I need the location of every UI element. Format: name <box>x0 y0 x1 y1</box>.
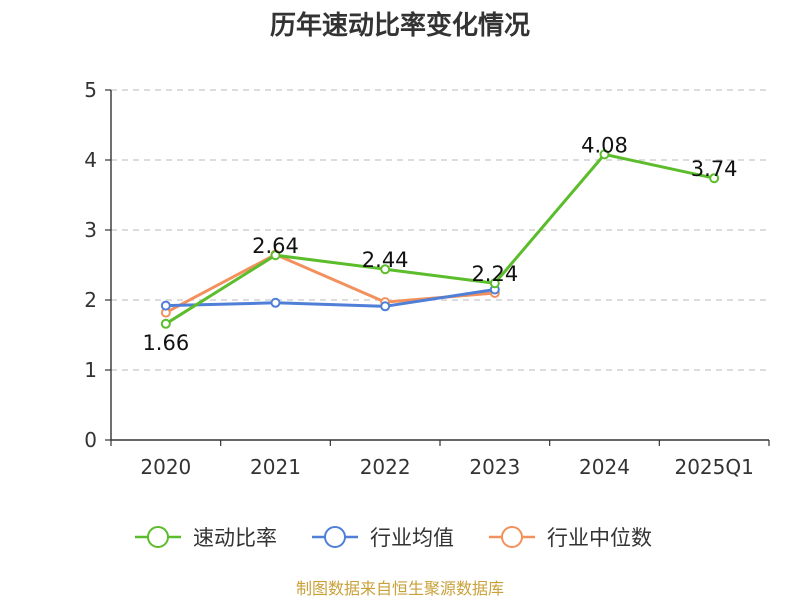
y-tick-label: 3 <box>84 218 97 242</box>
x-tick-label: 2025Q1 <box>674 455 753 479</box>
data-label: 2.44 <box>362 248 409 272</box>
data-point <box>160 318 171 329</box>
y-tick-label: 5 <box>84 78 97 102</box>
legend-swatch-marker <box>147 526 169 548</box>
y-tick-label: 1 <box>84 358 97 382</box>
data-point <box>270 250 281 261</box>
data-point <box>709 173 720 184</box>
series-line-1 <box>165 288 496 308</box>
x-tick-label: 2024 <box>579 455 630 479</box>
series-layer <box>160 149 720 329</box>
legend-swatch-marker <box>324 526 346 548</box>
legend-label: 行业均值 <box>370 526 454 550</box>
legend-swatch-marker <box>501 526 523 548</box>
x-tick-label: 2023 <box>469 455 520 479</box>
chart-title: 历年速动比率变化情况 <box>270 10 530 41</box>
data-point <box>160 300 171 311</box>
legend-label: 行业中位数 <box>547 526 652 550</box>
x-tick-label: 2022 <box>360 455 411 479</box>
legend-item-1[interactable]: 行业均值 <box>312 526 454 550</box>
data-label: 4.08 <box>581 133 628 157</box>
data-point <box>270 297 281 308</box>
legend-label: 速动比率 <box>193 526 277 550</box>
data-label: 1.66 <box>142 331 189 355</box>
data-point <box>380 301 391 312</box>
data-point <box>489 278 500 289</box>
data-point <box>599 149 610 160</box>
grid-lines <box>111 89 769 371</box>
y-tick-label: 4 <box>84 148 97 172</box>
data-label: 2.64 <box>252 234 299 258</box>
data-label: 3.74 <box>691 157 738 181</box>
source-note: 制图数据来自恒生聚源数据库 <box>296 579 504 598</box>
x-tick-label: 2020 <box>140 455 191 479</box>
legend[interactable]: 速动比率 行业均值 行业中位数 <box>135 526 652 550</box>
axes: 0 1 2 3 4 5 2020 2021 2022 2023 2024 2025Q1 <box>84 78 770 479</box>
y-tick-label: 0 <box>84 428 97 452</box>
series-line-0 <box>165 152 715 326</box>
data-point <box>380 264 391 275</box>
legend-item-0[interactable]: 速动比率 <box>135 526 277 550</box>
data-labels: 1.66 2.64 2.44 2.24 4.08 3.74 <box>142 133 737 354</box>
legend-item-2[interactable]: 行业中位数 <box>489 526 652 550</box>
y-tick-label: 2 <box>84 288 97 312</box>
x-tick-label: 2021 <box>250 455 301 479</box>
data-label: 2.24 <box>471 262 518 286</box>
